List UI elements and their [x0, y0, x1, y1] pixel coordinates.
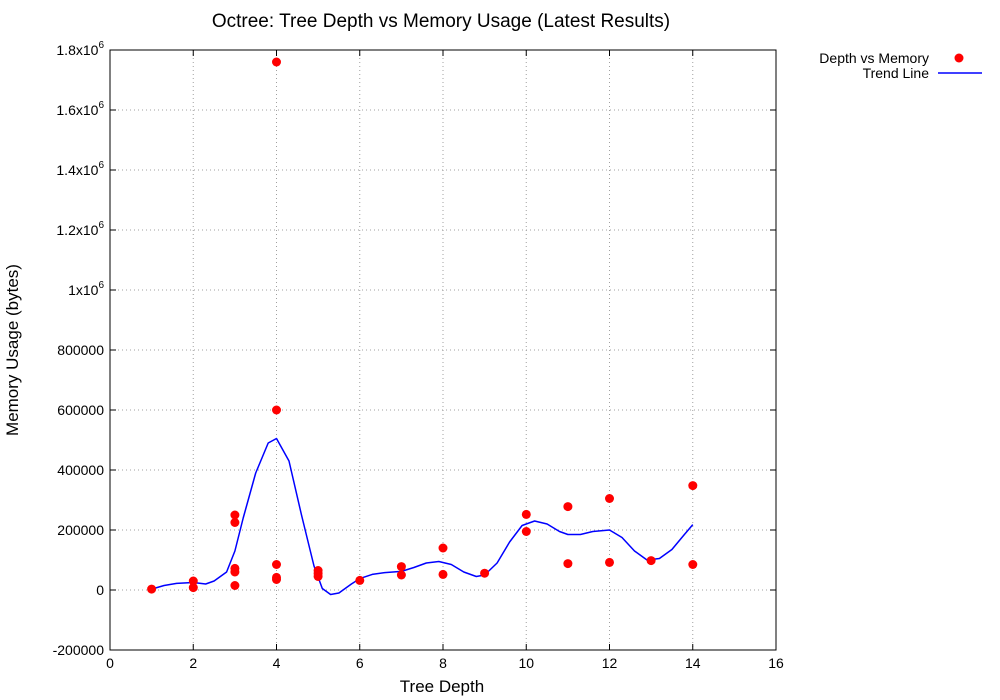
data-point [396, 570, 406, 580]
data-point [272, 560, 281, 569]
x-tick-label: 6 [356, 655, 364, 671]
y-tick-label: -200000 [53, 642, 105, 658]
data-point [147, 584, 157, 594]
data-point [396, 562, 406, 572]
x-axis-title: Tree Depth [400, 677, 484, 696]
y-tick-label: 400000 [57, 462, 104, 478]
data-point [480, 568, 490, 578]
x-tick-label: 4 [273, 655, 281, 671]
data-point [688, 481, 698, 491]
x-tick-labels: 0 2 4 6 8 10 12 14 16 [106, 655, 784, 671]
y-tick-label: 800000 [57, 342, 104, 358]
trend-line [151, 437, 694, 596]
x-tick-label: 0 [106, 655, 114, 671]
data-point [188, 576, 198, 586]
x-tick-label: 2 [189, 655, 197, 671]
grid [110, 50, 776, 650]
legend-marker-depth-vs-memory [954, 53, 964, 63]
data-point [688, 560, 698, 569]
x-tick-label: 12 [602, 655, 618, 671]
data-point [563, 559, 573, 569]
x-tick-label: 10 [518, 655, 534, 671]
x-tick-label: 8 [439, 655, 447, 671]
legend-label-trend-line: Trend Line [863, 65, 930, 81]
chart-title: Octree: Tree Depth vs Memory Usage (Late… [212, 11, 670, 32]
data-point [272, 405, 281, 415]
trend-layer [151, 437, 694, 596]
y-tick-label: 1x106 [68, 280, 104, 298]
axis-ticks [109, 49, 777, 651]
y-tick-label: 600000 [57, 402, 104, 418]
y-tick-label: 1.2x106 [56, 220, 104, 238]
data-point [605, 557, 614, 567]
y-tick-label: 200000 [57, 522, 104, 538]
data-point [230, 567, 240, 577]
data-point [272, 57, 281, 67]
y-axis-title: Memory Usage (bytes) [3, 264, 22, 436]
data-point [521, 509, 531, 519]
legend-label-depth-vs-memory: Depth vs Memory [819, 50, 929, 66]
data-point [438, 569, 448, 579]
data-point [563, 502, 573, 512]
y-tick-label: 1.4x106 [56, 160, 104, 178]
y-tick-labels: -200000 0 200000 400000 600000 800000 1x106 1.2… [53, 40, 105, 658]
y-tick-label: 1.6x106 [56, 100, 104, 118]
data-point [230, 518, 240, 527]
y-tick-label: 0 [96, 582, 104, 598]
data-point [521, 527, 531, 536]
legend: Depth vs Memory Trend Line [819, 50, 982, 81]
points-layer [147, 57, 698, 594]
data-point [438, 543, 448, 553]
data-point [188, 583, 198, 593]
data-point [605, 494, 614, 503]
data-point [646, 556, 656, 566]
data-point [313, 572, 323, 581]
data-point [230, 581, 240, 590]
y-tick-label: 1.8x106 [56, 40, 104, 58]
x-tick-label: 14 [685, 655, 701, 671]
data-point [272, 575, 281, 584]
x-tick-label: 16 [768, 655, 784, 671]
data-point [355, 575, 365, 585]
data-point [230, 510, 240, 520]
